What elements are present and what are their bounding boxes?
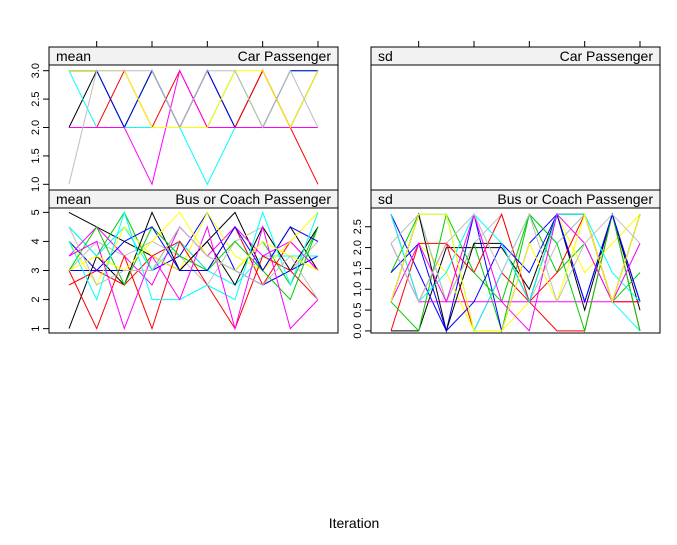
trace-line: [68, 226, 319, 300]
trace-line: [390, 213, 641, 304]
y-tick-label: 1.5: [352, 261, 364, 276]
traces: [68, 210, 319, 331]
trace-line: [68, 211, 319, 287]
y-tick-label: 1.0: [352, 282, 364, 297]
strip-stat-label: mean: [56, 48, 91, 64]
x-axis-label: Iteration: [329, 515, 380, 531]
strip-variable-label: Bus or Coach Passenger: [497, 191, 653, 207]
trace-line: [390, 212, 641, 332]
y-tick-label: 1: [30, 326, 42, 332]
panel-1: mean Car Passenger 1.0 1.5 2.0 2.5 3.0: [30, 41, 339, 192]
trace-line: [68, 69, 319, 185]
trace-line: [68, 224, 319, 331]
y-tick-label: 2: [30, 297, 42, 303]
y-tick-label: 0.0: [352, 323, 364, 338]
panel-3: mean Bus or Coach Passenger 1 2 3 4 5: [30, 189, 339, 334]
y-tick-label: 1.5: [30, 148, 42, 163]
panels-group: mean Car Passenger 1.0 1.5 2.0 2.5 3.0 sd Car Pa…: [30, 41, 661, 339]
trace-line: [390, 212, 641, 304]
y-tick-label: 2.0: [30, 120, 42, 135]
panel-4: sd Bus or Coach Passenger 0.0 0.5 1.0 1.5 2.0 2…: [352, 189, 661, 339]
strip-variable-label: Car Passenger: [560, 48, 654, 64]
traces: [390, 212, 641, 333]
panel-border: [370, 46, 661, 191]
y-tick-label: 2.0: [352, 240, 364, 255]
y-tick-label: 3: [30, 267, 42, 273]
panel-border: [48, 189, 339, 334]
y-tick-label: 4: [30, 238, 42, 244]
trace-line: [68, 211, 319, 287]
strip-variable-label: Car Passenger: [238, 48, 332, 64]
strip-stat-label: sd: [378, 191, 393, 207]
panel-2: sd Car Passenger: [370, 41, 661, 191]
trace-line: [391, 212, 641, 332]
y-tick-label: 2.5: [30, 91, 42, 106]
y-tick-label: 1.0: [30, 177, 42, 192]
y-tick-label: 3.0: [30, 63, 42, 78]
traces: [68, 69, 319, 186]
trace-line: [68, 211, 319, 286]
strip-stat-label: mean: [56, 191, 91, 207]
y-tick-label: 2.5: [352, 219, 364, 234]
strip-variable-label: Bus or Coach Passenger: [175, 191, 331, 207]
y-tick-label: 0.5: [352, 302, 364, 317]
y-tick-label: 5: [30, 209, 42, 215]
trace-line: [390, 243, 640, 303]
trace-line: [68, 211, 319, 272]
strip-stat-label: sd: [378, 48, 393, 64]
panel-border: [370, 189, 661, 334]
